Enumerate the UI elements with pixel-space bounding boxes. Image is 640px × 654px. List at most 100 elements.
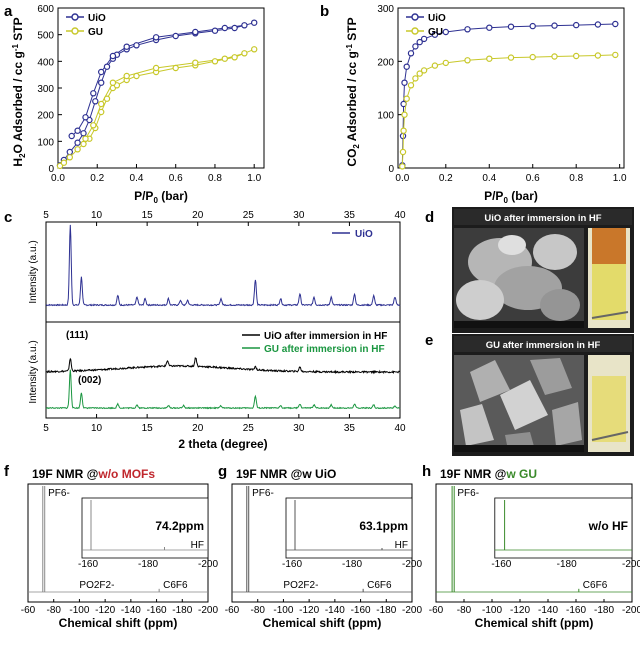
data-point-gu [612,51,619,59]
panel-letter-g: g [218,463,227,480]
panel-letter-b: b [320,3,329,20]
data-point-uio [66,148,74,156]
series-line-uio [401,23,616,166]
data-point-uio [612,20,619,28]
nmr-xlabel: Chemical shift (ppm) [263,616,382,630]
nmr-peak-label-c6f6: C6F6 [163,580,188,591]
data-point-uio [529,22,536,30]
data-point-gu [82,135,89,142]
data-point-gu [97,108,105,116]
legend-label-uio: UiO [428,13,446,24]
data-point-uio [211,27,219,34]
y-tick-label: 300 [377,4,394,15]
nmr-x-tick-label: -60 [225,605,240,616]
data-point-uio [74,127,81,134]
x-tick-label-bottom: 40 [394,423,406,434]
x-tick-label: 0.0 [395,173,409,184]
nmr-x-tick-label: -100 [273,605,293,616]
nmr-x-tick-label: -160 [351,605,371,616]
nmr-x-tick-label: -200 [622,605,640,616]
data-point-gu [399,163,406,170]
panel-letter-e: e [425,332,433,349]
data-point-uio [68,132,75,140]
nmr-peak-label-pf6: PF6- [457,488,479,499]
x-tick-label-bottom: 10 [91,423,103,434]
panel-b-frame [397,7,625,169]
nmr-x-tick-label: -160 [147,605,167,616]
data-point-gu [401,111,408,118]
x-tick-label: 0.4 [130,173,144,184]
data-point-gu [241,50,248,57]
panel-g-chart: 19F NMR @w UiO -60 -80 -100 -120 -140 -160 -180… [225,467,423,630]
data-point-uio [420,35,428,43]
nmr-x-tick-label: -140 [538,605,558,616]
panel-a-ylabel: H2O Adsorbed / cc g-1 STP [11,17,27,166]
data-point-gu [90,122,97,129]
panel-c-frame [45,221,401,419]
series-line-uio [59,22,255,166]
panel-a-data [56,19,258,170]
y-tick-label: 200 [377,57,394,68]
nmr-inset-tick-label: -180 [342,559,362,570]
data-point-gu [211,58,219,65]
data-point-gu [192,59,199,66]
nmr-inset-tick-label: -200 [622,559,640,570]
panel-c-chart: 5 5 10 10 15 15 20 20 25 25 30 30 35 35 40 40 UiO UiO a… [28,210,406,451]
x-tick-label: 0.6 [526,173,540,184]
nmr-xlabel: Chemical shift (ppm) [59,616,178,630]
x-tick-label-bottom: 25 [243,423,255,434]
y-tick-label: 300 [37,84,54,95]
panel-c-ticks: 5 5 10 10 15 15 20 20 25 25 30 30 35 35 40 40 [43,210,406,434]
x-tick-label: 0.2 [90,173,104,184]
nmr-peak-label-c6f6: C6F6 [583,580,608,591]
nmr-peak-label-po2f2: PO2F2- [79,580,114,591]
data-point-uio [464,26,471,33]
data-point-uio [401,79,408,86]
nmr-x-tick-label: -180 [376,605,396,616]
x-tick-label-top: 35 [344,210,356,221]
data-point-gu [420,67,428,74]
nmr-inset-frame [494,497,633,559]
data-point-gu [97,100,105,108]
data-point-gu [221,55,228,62]
nmr-x-tick-label: -100 [482,605,502,616]
nmr-inset-hf-label: HF [191,540,204,551]
x-tick-label: 1.0 [247,173,261,184]
x-tick-label: 0.6 [169,173,183,184]
panel-b-legend: UiO GU [406,13,446,38]
peak-label-111: (111) [66,330,88,341]
panel-h-chart: 19F NMR @w GU-60 -80 -100 -120 -140 -160 -180-… [429,467,640,630]
nmr-title: 19F NMR @w/o MOFs [32,467,155,481]
data-point-uio [221,24,228,32]
data-point-gu [80,140,87,148]
nmr-inset-tick-label: -180 [138,559,158,570]
nmr-inset-value: 74.2ppm [155,519,204,533]
legend-marker-gu [71,27,79,35]
legend-label-uio: UiO [355,229,373,240]
nmr-inset-tick-label: -200 [198,559,218,570]
y-tick-label: 0 [48,164,54,175]
x-tick-label-bottom: 20 [192,423,204,434]
y-tick-label: 0 [388,164,394,175]
nmr-xlabel: Chemical shift (ppm) [475,616,594,630]
data-point-gu [464,57,471,64]
x-tick-label: 0.8 [208,173,222,184]
nmr-x-tick-label: -120 [95,605,115,616]
panel-b-ylabel: CO2 Adsorbed / cc g-1 STP [345,17,361,166]
y-tick-label: 500 [37,31,54,42]
nmr-x-tick-label: -80 [250,605,265,616]
x-tick-label-bottom: 15 [142,423,154,434]
data-point-gu [152,64,160,72]
data-point-gu [60,159,68,166]
data-point-uio [507,23,515,30]
x-tick-label: 0.8 [569,173,583,184]
panel-c-legend-top: UiO [332,229,373,240]
x-tick-label-top: 5 [43,210,49,221]
data-point-uio [152,34,160,41]
data-point-gu [172,64,179,72]
peak-label-002: (002) [78,375,101,386]
legend-label-uio: UiO [88,13,106,24]
xrd-trace-1 [45,357,400,375]
x-tick-label-top: 15 [142,210,154,221]
